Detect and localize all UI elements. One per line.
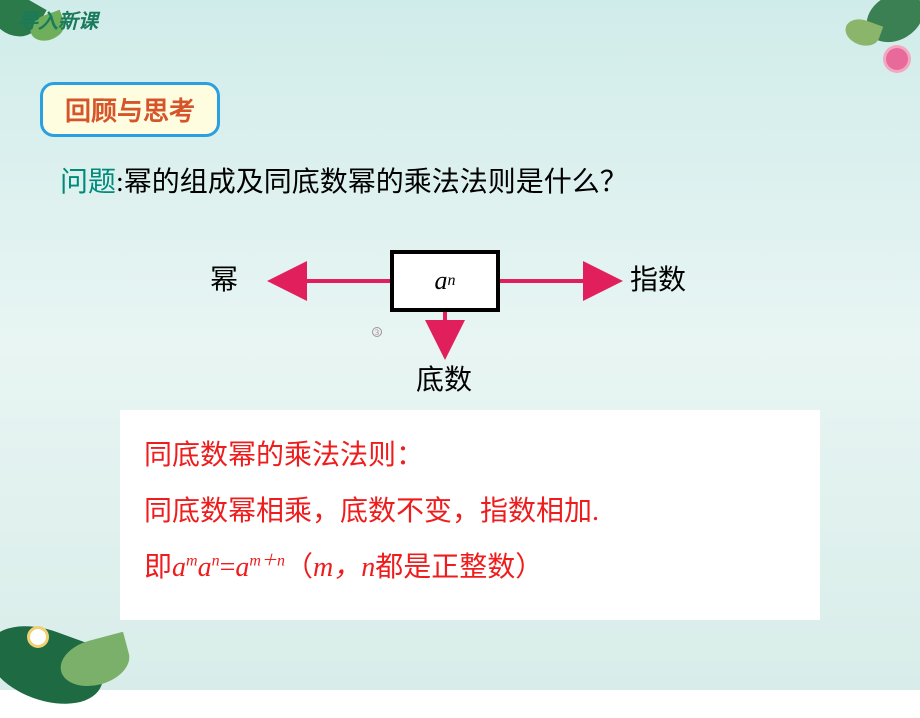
rule-box: 同底数幂的乘法法则： 同底数幂相乘，底数不变，指数相加. 即aman=am＋n（… [120,410,820,620]
decor-flower [30,629,46,645]
question-lead: 问题 [60,167,116,198]
formula-eq: = [220,552,236,583]
diagram-center-box: an [390,250,500,312]
diagram-exponent: n [448,272,456,290]
suffix-open: （ [285,552,313,583]
diagram-right-label: 指数 [630,258,686,298]
diagram-bottom-label: 底数 [416,358,472,398]
suffix-text: 都是正整数 [375,552,515,583]
formula-m1: m [186,553,198,570]
formula-m2: m [249,553,261,570]
formula-plus: ＋ [261,553,277,570]
formula-a1: a [172,552,186,583]
page-marker: 3 [372,327,382,337]
suffix-close: ） [515,552,543,583]
suffix-vars: m，n [313,552,375,583]
rule-line-2: 同底数幂相乘，底数不变，指数相加. [144,484,796,540]
section-title-box: 回顾与思考 [40,82,220,137]
formula-a3: a [235,552,249,583]
formula-a2: a [198,552,212,583]
decor-flower [886,48,908,70]
section-title: 回顾与思考 [65,96,195,126]
power-diagram: an 幂 指数 底数 [200,230,720,390]
rule-prefix: 即 [144,552,172,583]
formula-n1: n [212,553,220,570]
rule-line-1: 同底数幂的乘法法则： [144,428,796,484]
page-header: 导入新课 [18,5,98,34]
diagram-base: a [435,266,448,296]
diagram-left-label: 幂 [210,258,238,298]
question-text: :幂的组成及同底数幂的乘法法则是什么？ [116,167,628,198]
formula-n2: n [277,553,285,570]
question-line: 问题:幂的组成及同底数幂的乘法法则是什么？ [60,160,628,200]
rule-line-3: 即aman=am＋n（m，n都是正整数） [144,540,796,596]
